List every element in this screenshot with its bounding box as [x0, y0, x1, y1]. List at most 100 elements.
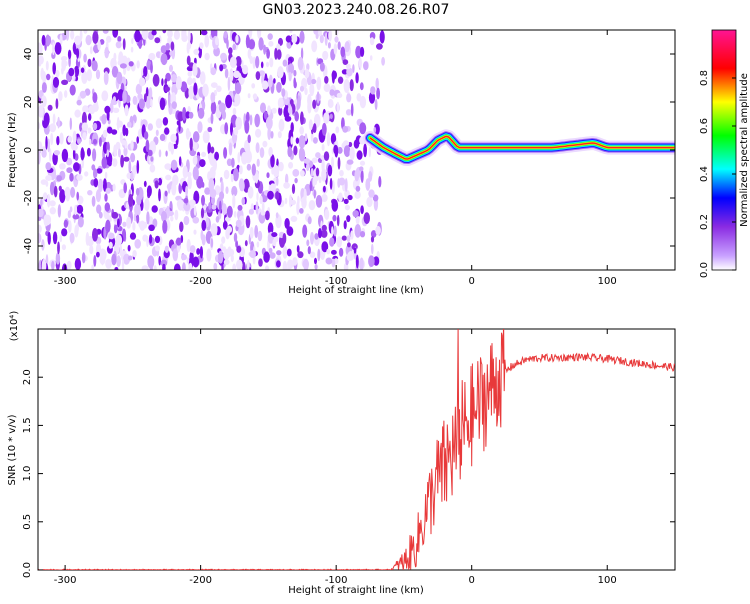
spectrogram-noise-blob [336, 92, 343, 98]
spectrogram-noise-blob [154, 180, 159, 189]
spectrogram-noise-blob [208, 202, 212, 210]
spectrogram-noise-blob [322, 50, 329, 61]
spectrogram-noise-blob [145, 139, 150, 153]
spectrogram-noise-blob [65, 30, 70, 41]
spectrogram-noise-blob [360, 46, 365, 58]
spectrogram-noise-blob [245, 111, 250, 123]
spectrogram-noise-blob [171, 182, 177, 196]
colorbar-tick-label: 0.6 [699, 118, 710, 134]
spectrogram-noise-blob [321, 143, 325, 152]
spectrogram-noise-blob [172, 143, 178, 149]
spectrogram-noise-blob [223, 31, 228, 39]
spectrogram-noise-blob [226, 38, 229, 49]
spectrogram-noise-blob [219, 64, 224, 72]
spectrogram-x-ticks: -300 -200 -100 0 100 [54, 30, 617, 287]
spectrogram-noise-blob [69, 172, 74, 182]
spectrogram-noise-blob [328, 30, 332, 42]
spectrogram-noise-blob [337, 41, 341, 50]
spectrogram-noise-blob [58, 185, 62, 192]
spectrogram-noise-blob [315, 195, 323, 208]
spectrogram-noise-blob [105, 219, 111, 233]
spectrogram-noise-blob [355, 215, 360, 225]
spectrogram-noise-blob [178, 156, 182, 167]
spectrogram-noise-blob [89, 244, 94, 255]
spectrogram-noise-blob [255, 201, 259, 215]
spectrogram-noise-blob [192, 62, 197, 77]
spectrogram-noise-blob [355, 254, 359, 269]
spectrogram-noise-blob [322, 185, 326, 193]
spectrogram-noise-blob [189, 245, 196, 254]
spectrogram-noise-blob [370, 86, 376, 95]
spectrogram-noise-blob [201, 151, 207, 157]
spectrogram-noise-blob [269, 252, 276, 259]
spectrogram-noise-blob [299, 170, 305, 177]
spectrogram-noise-blob [207, 142, 211, 155]
spectrogram-noise-blob [47, 231, 51, 245]
spectrogram-noise-blob [93, 255, 97, 267]
spectrogram-noise-blob [122, 124, 126, 137]
spectrogram-noise-blob [346, 93, 352, 103]
spectrogram-noise-blob [371, 243, 374, 255]
spectrogram-noise-blob [40, 198, 43, 207]
spectrogram-noise-blob [352, 64, 355, 73]
spectrogram-noise-blob [268, 146, 273, 157]
spectrogram-noise-blob [169, 64, 173, 72]
spectrogram-noise-blob [186, 41, 192, 50]
spectrogram-noise-blob [134, 30, 141, 43]
spectrogram-noise-blob [223, 259, 230, 265]
spectrogram-noise-blob [86, 69, 93, 82]
spectrogram-noise-blob [74, 35, 82, 46]
colorbar-gradient [711, 29, 737, 271]
spectrogram-noise-blob [135, 188, 140, 196]
spectrogram-noise-blob [171, 101, 177, 109]
spectrogram-noise-blob [130, 140, 134, 151]
spectrogram-noise-blob [346, 67, 353, 77]
spectrogram-noise-blob [77, 138, 81, 145]
spectrogram-noise-blob [128, 193, 134, 207]
spectrogram-noise-blob [67, 210, 72, 219]
spectrogram-noise-blob [192, 256, 200, 268]
spectrogram-noise-blob [228, 142, 233, 156]
spectrogram-noise-blob [359, 166, 364, 172]
spectrogram-noise-blob [360, 169, 364, 183]
spectrogram-x-tick-label: -300 [54, 276, 77, 287]
spectrogram-noise-blob [88, 138, 92, 146]
spectrogram-noise-blob [268, 247, 273, 254]
spectrogram-noise-region [38, 30, 385, 270]
spectrogram-y-axis-label: Frequency (Hz) [7, 112, 18, 188]
spectrogram-noise-blob [127, 121, 132, 128]
spectrogram-noise-blob [349, 146, 355, 161]
spectrogram-noise-blob [263, 44, 267, 55]
spectrogram-noise-blob [51, 260, 55, 270]
spectrogram-noise-blob [122, 38, 126, 50]
spectrogram-noise-blob [314, 264, 318, 270]
spectrogram-noise-blob [338, 247, 344, 257]
spectrogram-noise-blob [66, 260, 72, 270]
spectrogram-noise-blob [55, 252, 61, 265]
spectrogram-noise-blob [310, 78, 317, 85]
spectrogram-noise-blob [381, 56, 385, 66]
spectrogram-noise-blob [86, 147, 91, 157]
spectrogram-noise-blob [368, 189, 375, 198]
snr-y-tick-label: 0.5 [22, 514, 33, 530]
spectrogram-noise-blob [101, 90, 109, 102]
spectrogram-noise-blob [152, 74, 160, 87]
spectrogram-noise-blob [199, 71, 206, 85]
spectrogram-noise-blob [117, 218, 120, 228]
spectrogram-noise-blob [175, 132, 179, 146]
spectrogram-noise-blob [242, 64, 249, 75]
spectrogram-noise-blob [332, 214, 337, 222]
figure-title: GN03.2023.240.08.26.R07 [263, 2, 450, 18]
spectrogram-noise-blob [251, 83, 256, 89]
spectrogram-noise-blob [87, 127, 92, 134]
snr-x-axis-label: Height of straight line (km) [288, 585, 424, 596]
spectrogram-noise-blob [120, 154, 124, 168]
snr-frame [37, 328, 676, 571]
spectrogram-noise-blob [338, 192, 343, 203]
spectrogram-noise-blob [344, 41, 350, 53]
spectrogram-noise-blob [288, 71, 292, 82]
spectrogram-noise-blob [261, 201, 265, 213]
spectrogram-noise-blob [291, 183, 296, 194]
spectrogram-noise-blob [201, 181, 205, 188]
